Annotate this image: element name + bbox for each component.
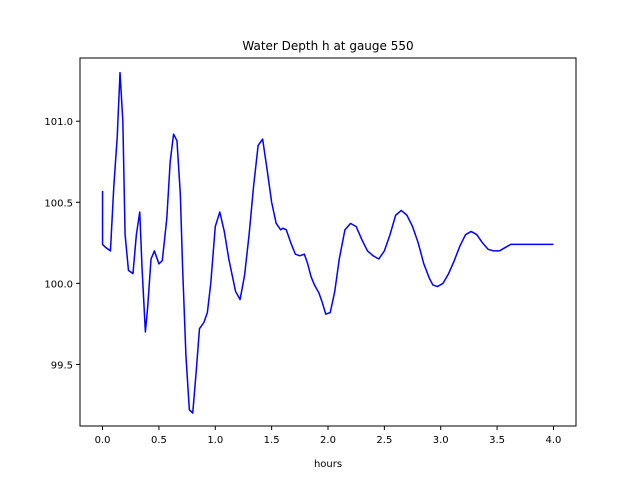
y-tick-label: 100.0 [44, 279, 73, 290]
series-layer [101, 71, 554, 414]
x-tick-label: 1.0 [207, 435, 223, 446]
y-tick-label: 101.0 [44, 117, 73, 128]
x-tick-label: 0.0 [95, 435, 111, 446]
x-axis-ticks: 0.0 0.5 1.0 1.5 2.0 2.5 3.0 3.5 4.0 [95, 426, 562, 446]
y-axis-ticks: 99.5 100.0 100.5 101.0 [44, 117, 80, 371]
y-tick-label: 99.5 [51, 360, 73, 371]
series-line-0 [101, 71, 554, 414]
x-axis-label: hours [314, 459, 342, 470]
x-tick-label: 2.5 [376, 435, 392, 446]
chart-title: Water Depth h at gauge 550 [242, 39, 413, 53]
x-tick-label: 2.0 [320, 435, 336, 446]
x-tick-label: 3.5 [489, 435, 505, 446]
x-tick-label: 1.5 [264, 435, 280, 446]
y-tick-label: 100.5 [44, 198, 73, 209]
x-tick-label: 0.5 [151, 435, 167, 446]
x-tick-label: 3.0 [433, 435, 449, 446]
x-tick-label: 4.0 [546, 435, 562, 446]
